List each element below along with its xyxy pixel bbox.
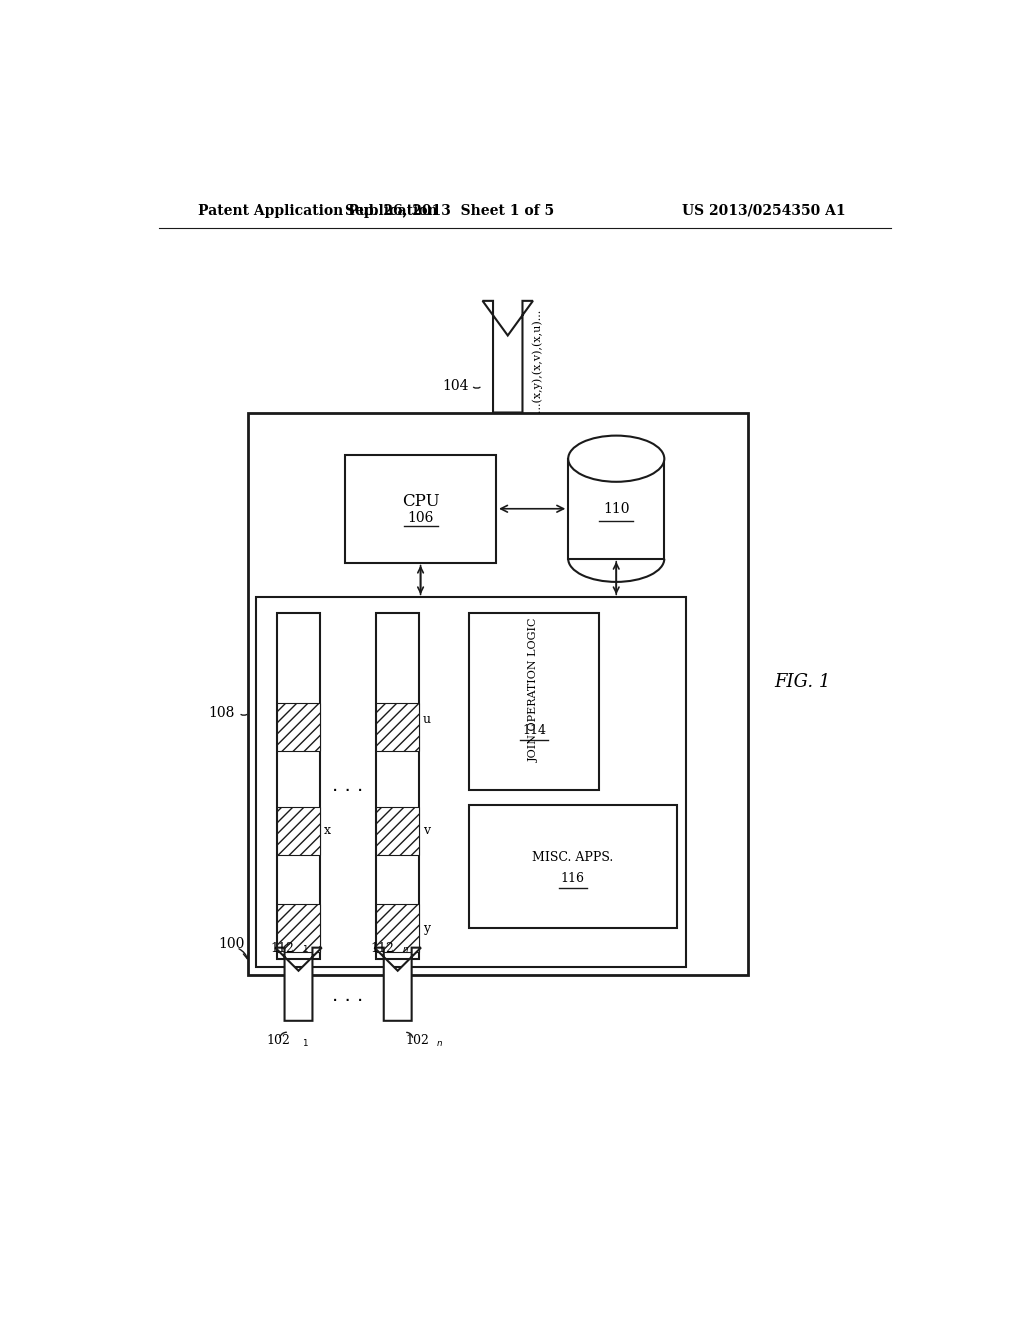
Text: x: x <box>324 825 331 837</box>
Text: v: v <box>423 825 430 837</box>
Text: 104: 104 <box>442 379 469 392</box>
Text: . . .: . . . <box>333 776 364 796</box>
Text: CPU: CPU <box>401 492 439 510</box>
Bar <box>278 702 319 751</box>
Text: 112: 112 <box>370 942 394 956</box>
Bar <box>377 807 419 855</box>
Bar <box>469 805 677 928</box>
Text: 114: 114 <box>522 723 546 737</box>
Bar <box>377 904 419 952</box>
Text: 102: 102 <box>267 1034 291 1047</box>
Text: 102: 102 <box>406 1034 429 1047</box>
Text: US 2013/0254350 A1: US 2013/0254350 A1 <box>682 203 846 218</box>
Bar <box>256 597 686 966</box>
Text: 108: 108 <box>209 706 234 719</box>
Bar <box>278 807 319 855</box>
Text: $_n$: $_n$ <box>401 942 409 956</box>
Bar <box>469 612 599 789</box>
Bar <box>377 612 419 960</box>
Text: . . .: . . . <box>333 986 364 1006</box>
Bar <box>345 455 496 562</box>
Text: $_n$: $_n$ <box>436 1036 443 1049</box>
Polygon shape <box>482 301 532 412</box>
Polygon shape <box>375 948 421 1020</box>
Text: u: u <box>423 713 431 726</box>
Text: Sep. 26, 2013  Sheet 1 of 5: Sep. 26, 2013 Sheet 1 of 5 <box>345 203 554 218</box>
Text: 100: 100 <box>218 937 245 950</box>
Ellipse shape <box>568 436 665 482</box>
Text: ...(x,y),(x,v),(x,u)...: ...(x,y),(x,v),(x,u)... <box>531 309 542 412</box>
Text: $_1$: $_1$ <box>302 942 309 956</box>
Bar <box>278 904 319 952</box>
Bar <box>568 459 665 558</box>
Text: 116: 116 <box>561 871 585 884</box>
Text: $_1$: $_1$ <box>302 1036 309 1049</box>
Text: FIG. 1: FIG. 1 <box>774 673 830 690</box>
Bar <box>248 413 748 974</box>
Bar <box>278 612 319 960</box>
Text: Patent Application Publication: Patent Application Publication <box>198 203 437 218</box>
Text: 106: 106 <box>408 511 434 525</box>
Bar <box>377 702 419 751</box>
Text: 112: 112 <box>270 942 295 956</box>
Text: JOIN OPERATION LOGIC: JOIN OPERATION LOGIC <box>529 618 539 762</box>
Text: MISC. APPS.: MISC. APPS. <box>532 851 613 865</box>
Polygon shape <box>275 948 322 1020</box>
Text: y: y <box>423 921 430 935</box>
Text: 110: 110 <box>603 502 630 516</box>
